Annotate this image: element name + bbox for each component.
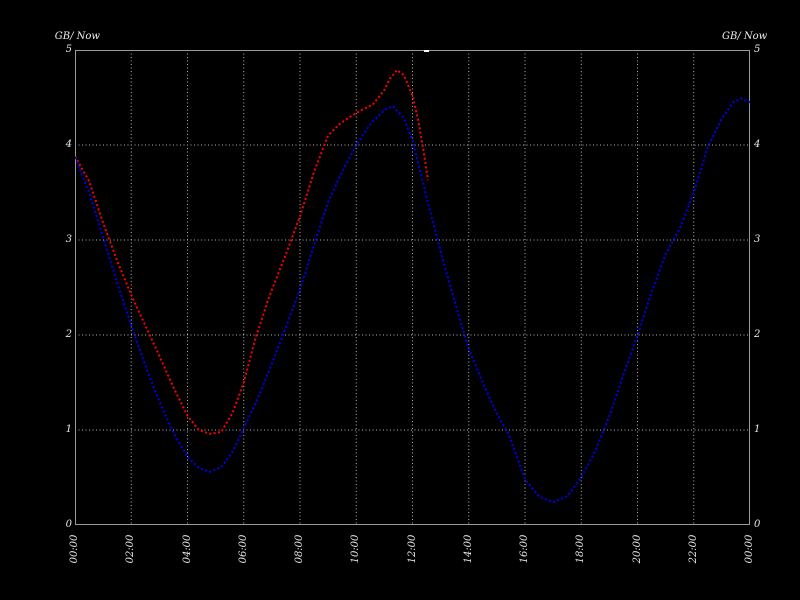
series-blue-predicted bbox=[75, 97, 750, 504]
y-axis-tick-label-right: 4 bbox=[754, 139, 761, 150]
x-axis-tick-label: 00:00 bbox=[744, 534, 755, 564]
y-axis-unit-label-right: GB/ Now bbox=[722, 31, 768, 42]
x-axis-tick-label: 12:00 bbox=[406, 534, 418, 564]
plot-area bbox=[75, 50, 750, 525]
series-red-observed bbox=[75, 68, 429, 435]
y-axis-tick-label-left: 1 bbox=[65, 424, 72, 435]
current-time-tick bbox=[424, 50, 430, 52]
y-axis-tick-label-left: 3 bbox=[65, 234, 72, 245]
y-axis-tick-label-right: 3 bbox=[754, 234, 761, 245]
x-axis-tick-label: 02:00 bbox=[125, 534, 137, 564]
y-axis-tick-label-left: 5 bbox=[65, 44, 72, 55]
x-axis-tick-label: 14:00 bbox=[462, 534, 474, 564]
x-axis-tick-label: 04:00 bbox=[181, 534, 193, 564]
x-axis-tick-label: 16:00 bbox=[519, 534, 530, 564]
x-axis-tick-label: 06:00 bbox=[237, 534, 249, 564]
x-axis-tick-label: 08:00 bbox=[294, 534, 305, 564]
y-axis-tick-label-left: 4 bbox=[65, 139, 72, 150]
y-axis-tick-label-right: 0 bbox=[754, 519, 761, 530]
plot-border bbox=[75, 50, 750, 525]
y-axis-tick-label-left: 0 bbox=[65, 519, 72, 530]
x-axis-tick-label: 20:00 bbox=[631, 534, 643, 564]
x-axis-tick-label: 18:00 bbox=[575, 534, 587, 564]
y-axis-tick-label-right: 1 bbox=[754, 424, 761, 435]
y-axis-tick-label-right: 2 bbox=[754, 329, 761, 340]
x-axis-tick-label: 22:00 bbox=[687, 534, 699, 564]
y-axis-unit-label-left: GB/ Now bbox=[54, 31, 100, 42]
y-axis-tick-label-left: 2 bbox=[65, 329, 72, 340]
x-axis-tick-label: 10:00 bbox=[350, 534, 362, 564]
x-axis-tick-label: 00:00 bbox=[69, 534, 80, 564]
plot-svg bbox=[75, 50, 750, 525]
y-axis-tick-label-right: 5 bbox=[754, 44, 761, 55]
